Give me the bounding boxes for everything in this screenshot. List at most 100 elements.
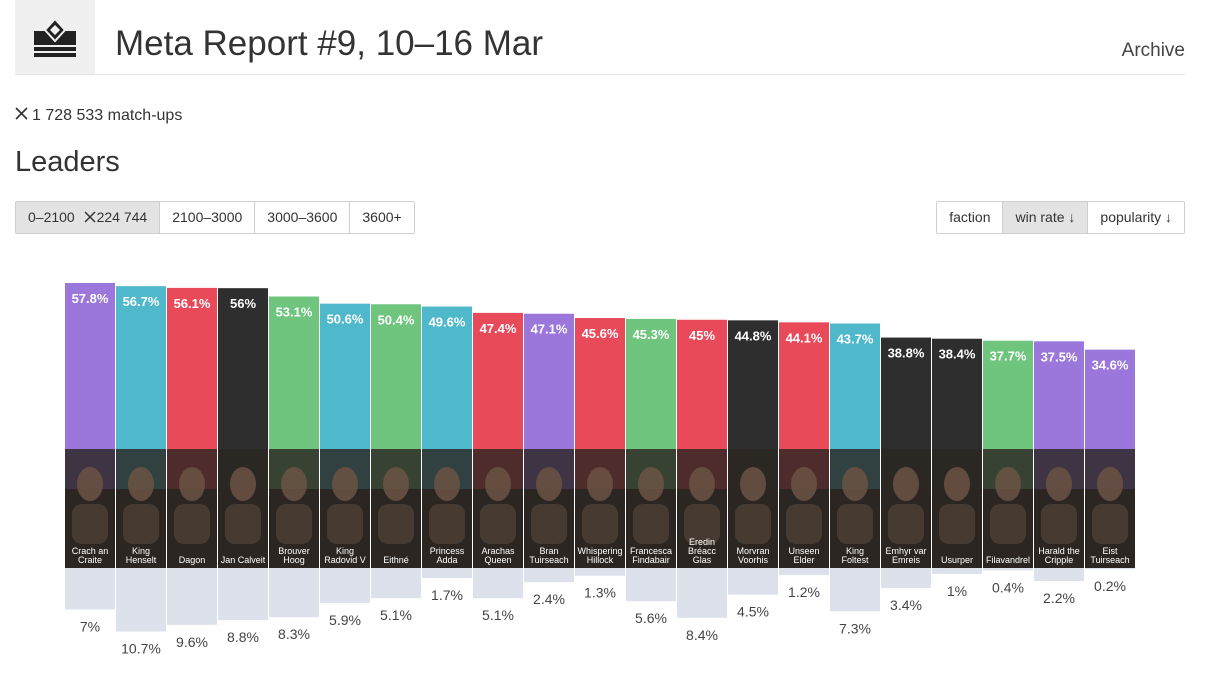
winrate-bar[interactable] (677, 319, 727, 449)
crown-throne-icon (34, 17, 76, 57)
winrate-label: 57.8% (72, 291, 109, 306)
popularity-bar[interactable] (626, 568, 676, 602)
winrate-bar[interactable] (575, 318, 625, 449)
leader-name: King (132, 546, 150, 556)
winrate-bar[interactable] (422, 306, 472, 449)
leader-name: Craite (78, 555, 102, 565)
popularity-bar[interactable] (728, 568, 778, 595)
portrait-body (480, 504, 516, 544)
popularity-bar[interactable] (524, 568, 574, 583)
winrate-label: 56.1% (174, 296, 211, 311)
matchups-count: 1 728 533 match-ups (15, 107, 182, 125)
portrait-body (276, 504, 312, 544)
winrate-bar[interactable] (1085, 349, 1135, 449)
leader-name: Eredin (689, 537, 715, 547)
winrate-label: 47.1% (531, 322, 568, 337)
winrate-label: 56.7% (123, 294, 160, 309)
popularity-bar[interactable] (1034, 568, 1084, 582)
popularity-label: 5.1% (482, 607, 514, 623)
winrate-label: 37.7% (990, 349, 1027, 364)
sort-faction-button[interactable]: faction (937, 202, 1004, 233)
range-button-2100-3000[interactable]: 2100–3000 (160, 202, 256, 233)
winrate-bar[interactable] (932, 338, 982, 449)
popularity-label: 10.7% (121, 640, 161, 656)
sort-winrate-button[interactable]: win rate ↓ (1003, 202, 1089, 233)
popularity-bar[interactable] (983, 568, 1033, 571)
popularity-label: 8.3% (278, 626, 310, 642)
popularity-bar[interactable] (881, 568, 931, 589)
popularity-label: 3.4% (890, 597, 922, 613)
portrait-figure (842, 467, 868, 501)
winrate-bar[interactable] (830, 323, 880, 449)
winrate-label: 37.5% (1041, 349, 1078, 364)
popularity-bar[interactable] (575, 568, 625, 576)
winrate-bar[interactable] (881, 337, 931, 449)
winrate-bar[interactable] (65, 283, 115, 449)
portrait-figure (740, 467, 766, 501)
winrate-bar[interactable] (269, 296, 319, 449)
leader-name: Filavandrel (986, 555, 1030, 565)
winrate-label: 38.4% (939, 347, 976, 362)
leader-name: Eist (1102, 546, 1118, 556)
logo[interactable] (15, 0, 95, 74)
leader-name: Hillock (587, 555, 614, 565)
popularity-bar[interactable] (65, 568, 115, 610)
popularity-bar[interactable] (218, 568, 268, 621)
leader-name: Glas (693, 555, 712, 565)
close-icon (84, 211, 96, 223)
portrait-body (582, 504, 618, 544)
portrait-figure (1046, 467, 1072, 501)
winrate-bar[interactable] (728, 320, 778, 449)
popularity-bar[interactable] (269, 568, 319, 618)
range-button-3000-3600[interactable]: 3000–3600 (255, 202, 351, 233)
portrait-figure (332, 467, 358, 501)
winrate-bar[interactable] (626, 318, 676, 449)
sort-popularity-button[interactable]: popularity ↓ (1088, 202, 1184, 233)
popularity-label: 2.2% (1043, 590, 1075, 606)
portrait-body (174, 504, 210, 544)
winrate-label: 49.6% (429, 315, 466, 330)
winrate-bar[interactable] (779, 322, 829, 449)
popularity-bar[interactable] (422, 568, 472, 579)
popularity-bar[interactable] (677, 568, 727, 618)
portrait-figure (791, 467, 817, 501)
portrait-figure (1097, 467, 1123, 501)
popularity-bar[interactable] (371, 568, 421, 599)
popularity-bar[interactable] (473, 568, 523, 599)
popularity-bar[interactable] (116, 568, 166, 632)
popularity-bar[interactable] (830, 568, 880, 612)
winrate-label: 45.3% (633, 327, 670, 342)
winrate-label: 50.4% (378, 312, 415, 327)
winrate-bar[interactable] (167, 287, 217, 449)
winrate-bar[interactable] (1034, 341, 1084, 449)
winrate-bar[interactable] (116, 286, 166, 449)
sort-options: faction win rate ↓ popularity ↓ (936, 201, 1185, 234)
winrate-bar[interactable] (983, 340, 1033, 449)
popularity-label: 5.6% (635, 610, 667, 626)
portrait-body (837, 504, 873, 544)
winrate-label: 47.4% (480, 321, 517, 336)
leader-name: Foltest (841, 555, 869, 565)
winrate-bar[interactable] (524, 313, 574, 449)
winrate-label: 34.6% (1092, 358, 1129, 373)
leader-name: Harald the (1038, 546, 1080, 556)
popularity-bar[interactable] (167, 568, 217, 625)
winrate-bar[interactable] (320, 303, 370, 449)
winrate-bar[interactable] (473, 312, 523, 449)
leader-name: Jan Calveit (221, 555, 266, 565)
winrate-bar[interactable] (218, 288, 268, 449)
archive-link[interactable]: Archive (1121, 40, 1185, 61)
portrait-figure (128, 467, 154, 501)
range-button-0-2100[interactable]: 0–2100 224 744 (16, 202, 161, 233)
popularity-bar[interactable] (320, 568, 370, 603)
popularity-bar[interactable] (932, 568, 982, 574)
range-button-3600-plus[interactable]: 3600+ (350, 202, 414, 233)
leader-name: Arachas (481, 546, 515, 556)
portrait-body (735, 504, 771, 544)
popularity-bar[interactable] (779, 568, 829, 576)
leader-name: Unseen (788, 546, 819, 556)
winrate-bar[interactable] (371, 304, 421, 449)
popularity-bar[interactable] (1085, 568, 1135, 570)
leader-name: Queen (484, 555, 511, 565)
popularity-label: 1% (947, 583, 967, 599)
